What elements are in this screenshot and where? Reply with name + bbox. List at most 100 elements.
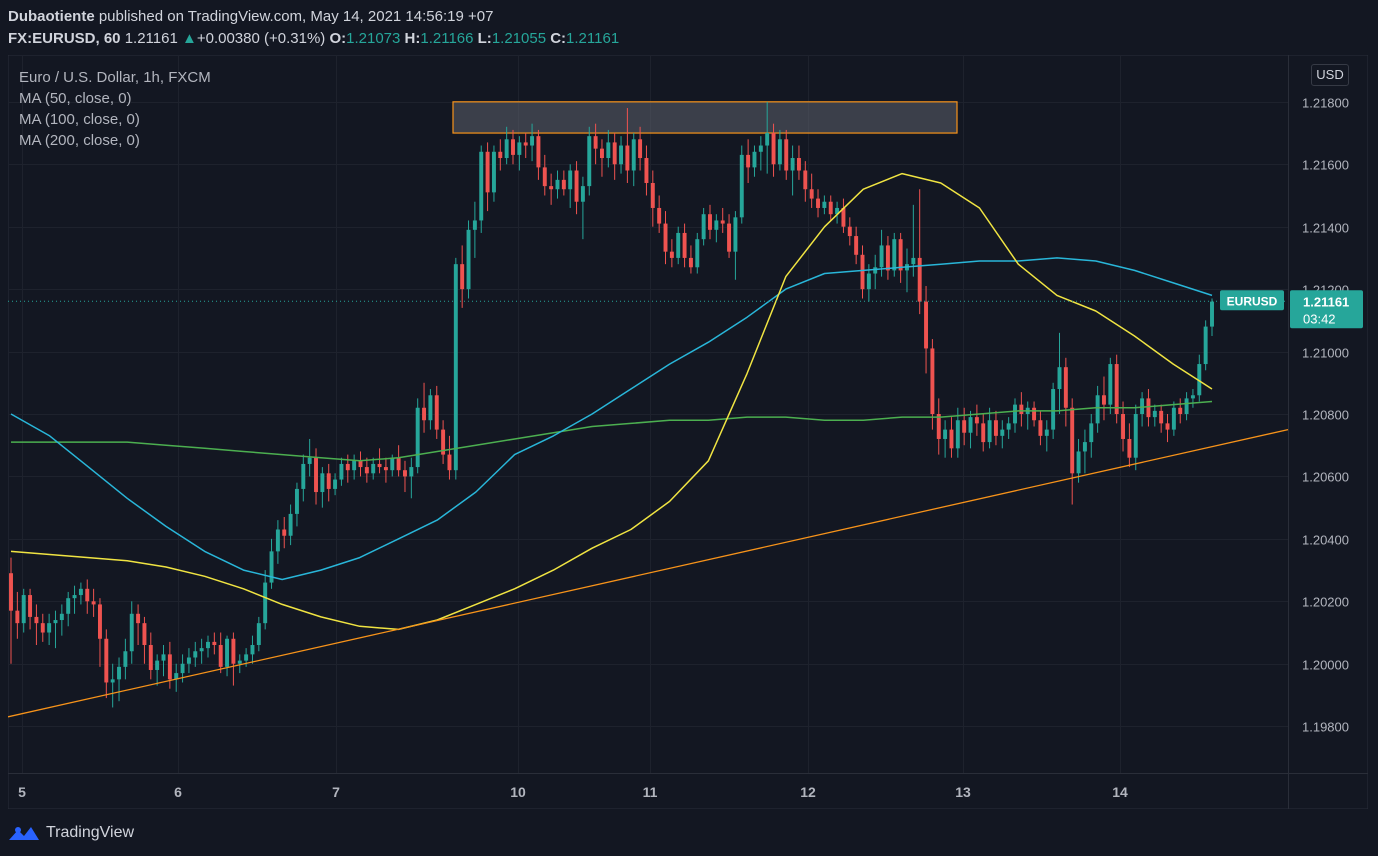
x-tick-label: 10	[510, 784, 526, 800]
candle-body	[199, 648, 204, 652]
candle-body	[866, 273, 871, 290]
publisher-name[interactable]: Dubaotiente	[8, 8, 95, 25]
y-tick-label: 1.21000	[1302, 346, 1349, 361]
candle-body	[1057, 367, 1062, 390]
low-label: L:	[477, 30, 492, 47]
candle-body	[377, 463, 382, 468]
footer-brand[interactable]: TradingView	[8, 820, 134, 846]
ma50-line	[10, 172, 1213, 631]
candle-body	[885, 245, 890, 271]
resistance-zone	[452, 101, 958, 134]
candle-body	[129, 613, 134, 652]
candle-body	[142, 623, 147, 646]
candle-body	[879, 245, 884, 268]
candle-body	[631, 139, 636, 171]
y-tick-label: 1.20400	[1302, 533, 1349, 548]
candle-body	[688, 257, 693, 268]
candle-body	[1044, 429, 1049, 436]
candle-body	[1095, 395, 1100, 424]
candle-body	[612, 142, 617, 165]
high-label: H:	[404, 30, 421, 47]
candle-body	[1038, 420, 1043, 436]
candle-body	[1019, 404, 1024, 414]
chart-container[interactable]: 1.19800 1.20000 1.20200 1.20400 1.20600 1.208…	[7, 54, 1369, 810]
candle-body	[1070, 407, 1075, 474]
candle-body	[847, 226, 852, 237]
candle-body	[244, 654, 249, 661]
candle-body	[1127, 438, 1132, 458]
candle-body	[155, 660, 160, 670]
tradingview-logo-icon	[9, 827, 39, 840]
candle-body	[110, 679, 115, 683]
candle-body	[288, 513, 293, 536]
candle-body	[345, 463, 350, 471]
candle-body	[968, 417, 973, 433]
candle-body	[21, 595, 26, 624]
candle-body	[835, 207, 840, 215]
price-chart[interactable]: 1.19800 1.20000 1.20200 1.20400 1.20600 1.208…	[7, 54, 1369, 810]
candle-body	[1184, 398, 1189, 414]
candle-body	[218, 645, 223, 667]
candle-body	[403, 470, 407, 477]
candle-body	[606, 142, 611, 159]
candle-body	[555, 179, 560, 190]
candle-body	[320, 473, 325, 493]
candle-body	[860, 254, 865, 290]
candle-body	[1165, 423, 1170, 430]
candle-body	[625, 145, 630, 171]
candle-body	[28, 595, 33, 617]
candle-body	[237, 660, 242, 664]
candle-body	[9, 573, 13, 611]
legend-ma200[interactable]: MA (200, close, 0)	[19, 132, 140, 149]
x-tick-label: 6	[174, 784, 182, 800]
candle-body	[536, 136, 541, 168]
candle-body	[123, 651, 128, 667]
candle-body	[981, 423, 986, 443]
legend-title[interactable]: Euro / U.S. Dollar, 1h, FXCM	[19, 69, 211, 86]
candle-body	[1152, 410, 1157, 418]
candle-body	[530, 136, 535, 146]
low-value: 1.21055	[491, 30, 547, 47]
candle-body	[1178, 407, 1183, 414]
candle-body	[460, 264, 465, 290]
support-trendline	[7, 428, 1289, 718]
candle-body	[34, 616, 39, 624]
candle-body	[1140, 398, 1145, 414]
candle-body	[1102, 395, 1106, 405]
candle-body	[619, 145, 624, 165]
legend-ma50[interactable]: MA (50, close, 0)	[19, 90, 132, 107]
candle-body	[765, 133, 770, 146]
y-tick-label: 1.20200	[1302, 595, 1349, 610]
candle-body	[85, 588, 90, 602]
candle-body	[733, 217, 738, 252]
x-tick-label: 5	[18, 784, 26, 800]
candle-body	[701, 214, 706, 240]
x-tick-label: 12	[800, 784, 816, 800]
candle-body	[695, 239, 700, 268]
candle-body	[708, 214, 712, 230]
candle-body	[491, 151, 496, 193]
close-value: 1.21161	[566, 30, 620, 47]
candle-body	[993, 420, 998, 436]
candle-body	[193, 651, 198, 658]
candle-body	[441, 429, 446, 455]
candle-body	[511, 139, 515, 155]
candle-body	[987, 420, 992, 443]
candle-body	[657, 207, 662, 224]
y-tick-label: 1.21800	[1302, 96, 1349, 111]
candle-body	[415, 407, 420, 468]
legend-ma100[interactable]: MA (100, close, 0)	[19, 111, 140, 128]
y-tick-label: 1.19800	[1302, 720, 1349, 735]
x-tick-label: 11	[643, 784, 658, 800]
candle-body	[231, 638, 236, 664]
currency-button[interactable]: USD	[1311, 64, 1349, 86]
candle-body	[15, 610, 20, 624]
candle-body	[727, 223, 732, 252]
candle-body	[796, 158, 801, 171]
candle-body	[269, 551, 274, 583]
candle-body	[136, 613, 141, 624]
candle-body	[307, 457, 312, 464]
candle-body	[758, 145, 763, 152]
candle-body	[739, 154, 744, 218]
candle-body	[256, 623, 261, 646]
